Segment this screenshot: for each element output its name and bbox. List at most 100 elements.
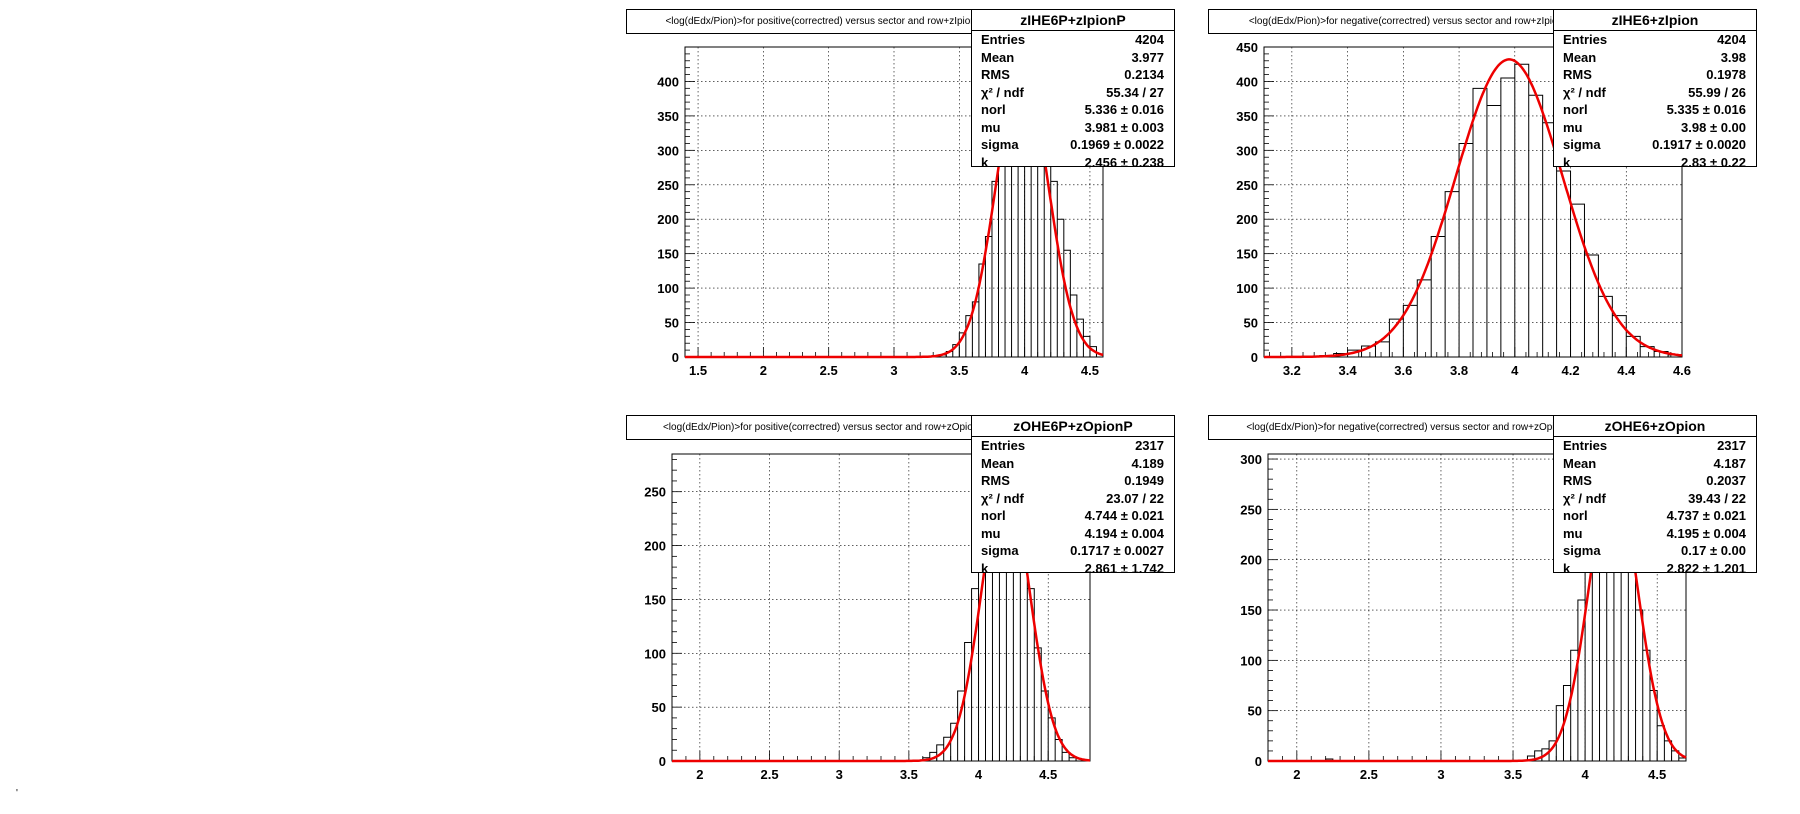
stats-value: 2.456 ± 0.238 (1084, 154, 1164, 170)
stats-key: RMS (1563, 473, 1592, 488)
stats-key: norl (981, 102, 1006, 117)
x-tick-label: 4 (1021, 363, 1029, 378)
stats-value: 55.99 / 26 (1688, 84, 1746, 100)
stats-row: Entries 4204 (1554, 31, 1756, 49)
x-tick-label: 4.4 (1617, 363, 1636, 378)
stats-value: 0.1717 ± 0.0027 (1070, 543, 1164, 558)
stats-value: 4.744 ± 0.021 (1084, 508, 1164, 523)
stats-row: RMS 0.1949 (972, 472, 1174, 490)
stats-row: Entries 2317 (1554, 437, 1756, 455)
x-tick-label: 2 (1293, 767, 1300, 782)
x-tick-label: 4.6 (1673, 363, 1691, 378)
x-tick-label: 3.5 (900, 767, 918, 782)
stats-value: 0.17 ± 0.00 (1681, 543, 1746, 558)
x-tick-label: 3 (1437, 767, 1444, 782)
stats-value: 23.07 / 22 (1106, 490, 1164, 506)
stats-key: sigma (981, 543, 1019, 558)
stats-key: mu (1563, 119, 1583, 135)
stats-row: k 2.456 ± 0.238 (972, 154, 1174, 172)
y-tick-label: 300 (1236, 143, 1258, 158)
x-tick-label: 3.5 (1504, 767, 1522, 782)
stats-row: mu 4.195 ± 0.004 (1554, 525, 1756, 543)
stats-value: 0.1917 ± 0.0020 (1652, 137, 1746, 152)
y-tick-label: 350 (1236, 109, 1258, 124)
stats-box: zOHE6+zOpion Entries 2317 Mean 4.187 RMS 0.203… (1553, 415, 1757, 576)
stats-key: Mean (1563, 49, 1597, 65)
stats-value: 0.1978 (1706, 67, 1746, 82)
stats-key: mu (1563, 525, 1583, 541)
stats-key: mu (981, 119, 1001, 135)
y-tick-label: 50 (665, 316, 679, 331)
y-tick-label: 200 (657, 212, 679, 227)
y-tick-label: 100 (1240, 653, 1262, 668)
histogram-bars (1264, 63, 1683, 358)
y-tick-label: 200 (1236, 212, 1258, 227)
y-tick-label: 250 (1236, 178, 1258, 193)
histogram-title: <log(dEdx/Pion)>for positive(correctred)… (626, 9, 1022, 34)
histogram-panel-4: 0 50 100 150 200 250 300 2 2.5 3 3.5 4 4.5 (1240, 452, 1687, 782)
stats-row: sigma 0.1917 ± 0.0020 (1554, 136, 1756, 154)
x-tick-label: 4 (1581, 767, 1589, 782)
y-tick-label: 200 (644, 539, 666, 554)
x-tick-label: 3.5 (950, 363, 968, 378)
stats-key: sigma (1563, 543, 1601, 558)
stats-row: k 2.861 ± 1.742 (972, 560, 1174, 578)
stats-value: 2317 (1135, 438, 1164, 453)
y-tick-label: 250 (644, 485, 666, 500)
y-tick-label: 0 (659, 754, 666, 769)
stats-value: 2317 (1717, 438, 1746, 453)
fit-curve (1264, 58, 1683, 359)
stats-row: χ² / ndf 39.43 / 22 (1554, 490, 1756, 508)
stats-name: zIHE6+zIpion (1554, 10, 1756, 31)
stats-key: Entries (1563, 438, 1608, 453)
y-tick-label: 100 (1236, 281, 1258, 296)
y-tick-label: 50 (1248, 704, 1262, 719)
stats-value: 55.34 / 27 (1106, 84, 1164, 100)
histogram-panel-3: 0 50 100 150 200 250 2 2.5 3 3.5 4 4.5 (644, 453, 1091, 782)
stats-value: 4.737 ± 0.021 (1666, 508, 1746, 523)
stats-value: 4.189 (1131, 455, 1164, 471)
x-tick-label: 1.5 (689, 363, 707, 378)
stats-row: χ² / ndf 23.07 / 22 (972, 490, 1174, 508)
stats-key: k (981, 560, 989, 576)
x-tick-label: 3.2 (1283, 363, 1301, 378)
stats-row: sigma 0.17 ± 0.00 (1554, 542, 1756, 560)
histogram-title: <log(dEdx/Pion)>for negative(correctred)… (1208, 9, 1604, 34)
stats-row: RMS 0.1978 (1554, 66, 1756, 84)
stats-key: norl (1563, 102, 1588, 117)
y-tick-label: 450 (1236, 40, 1258, 55)
x-tick-label: 4 (975, 767, 983, 782)
stats-row: norl 5.335 ± 0.016 (1554, 101, 1756, 119)
stats-key: Mean (981, 49, 1015, 65)
stats-key: χ² / ndf (981, 84, 1024, 100)
stats-value: 4204 (1717, 32, 1746, 47)
stats-row: norl 4.744 ± 0.021 (972, 507, 1174, 525)
y-tick-label: 300 (1240, 452, 1262, 467)
x-tick-label: 3 (890, 363, 897, 378)
histogram-bars (1268, 476, 1687, 762)
stats-row: sigma 0.1969 ± 0.0022 (972, 136, 1174, 154)
x-tick-label: 3.6 (1394, 363, 1412, 378)
stats-box: zOHE6P+zOpionP Entries 2317 Mean 4.189 RMS 0.1… (971, 415, 1175, 576)
y-tick-label: 200 (1240, 553, 1262, 568)
stats-key: RMS (981, 473, 1010, 488)
stats-key: Mean (1563, 455, 1597, 471)
histogram-bars (685, 60, 1103, 358)
histogram-title: <log(dEdx/Pion)>for positive(correctred)… (626, 415, 1022, 440)
stats-key: Entries (1563, 32, 1608, 47)
stats-value: 2.83 ± 0.22 (1681, 154, 1746, 170)
stats-key: χ² / ndf (1563, 490, 1606, 506)
stats-row: RMS 0.2037 (1554, 472, 1756, 490)
y-tick-label: 50 (652, 700, 666, 715)
stats-key: k (981, 154, 989, 170)
histogram-title: <log(dEdx/Pion)>for negative(correctred)… (1208, 415, 1604, 440)
y-tick-label: 50 (1244, 316, 1258, 331)
stats-row: k 2.83 ± 0.22 (1554, 154, 1756, 172)
footer-mark: ' (16, 788, 18, 799)
stats-key: χ² / ndf (1563, 84, 1606, 100)
stats-key: mu (981, 525, 1001, 541)
stats-value: 3.981 ± 0.003 (1084, 119, 1164, 135)
stats-row: χ² / ndf 55.99 / 26 (1554, 84, 1756, 102)
y-tick-label: 400 (657, 74, 679, 89)
